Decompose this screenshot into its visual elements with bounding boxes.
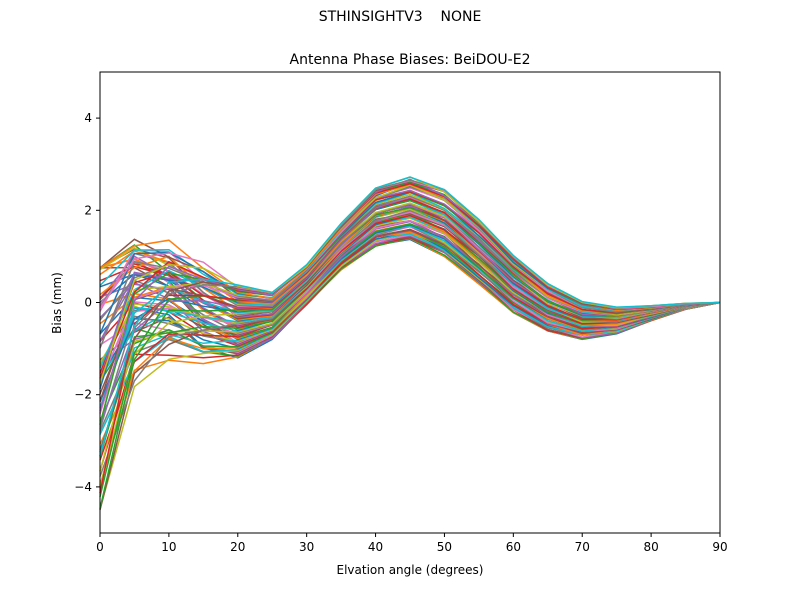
x-tick-label: 60: [506, 540, 521, 554]
series-line: [99, 224, 721, 341]
x-tick-label: 10: [161, 540, 176, 554]
series-line: [99, 202, 721, 487]
x-tick-label: 50: [437, 540, 452, 554]
series-line: [99, 209, 721, 477]
x-axis: 0 10 20 30 40 50 60 70 80 90: [96, 533, 728, 554]
series-layer: [99, 176, 721, 511]
series-line: [99, 233, 721, 435]
y-axis: −4 −2 0 2 4: [74, 111, 100, 494]
x-tick-label: 70: [575, 540, 590, 554]
y-tick-label: 4: [84, 111, 92, 125]
x-tick-label: 90: [712, 540, 727, 554]
y-tick-label: −2: [74, 388, 92, 402]
x-tick-label: 30: [299, 540, 314, 554]
y-tick-label: 2: [84, 203, 92, 217]
series-line: [99, 217, 721, 472]
y-tick-label: −4: [74, 480, 92, 494]
y-axis-label: Bias (mm): [50, 272, 64, 334]
x-tick-label: 0: [96, 540, 104, 554]
chart-title: Antenna Phase Biases: BeiDOU-E2: [290, 52, 531, 68]
figure-suptitle: STHINSIGHTV3 NONE: [318, 9, 482, 25]
y-tick-label: 0: [84, 296, 92, 310]
series-line: [99, 176, 721, 457]
x-axis-label: Elvation angle (degrees): [337, 563, 484, 577]
x-tick-label: 80: [643, 540, 658, 554]
x-tick-label: 20: [230, 540, 245, 554]
x-tick-label: 40: [368, 540, 383, 554]
